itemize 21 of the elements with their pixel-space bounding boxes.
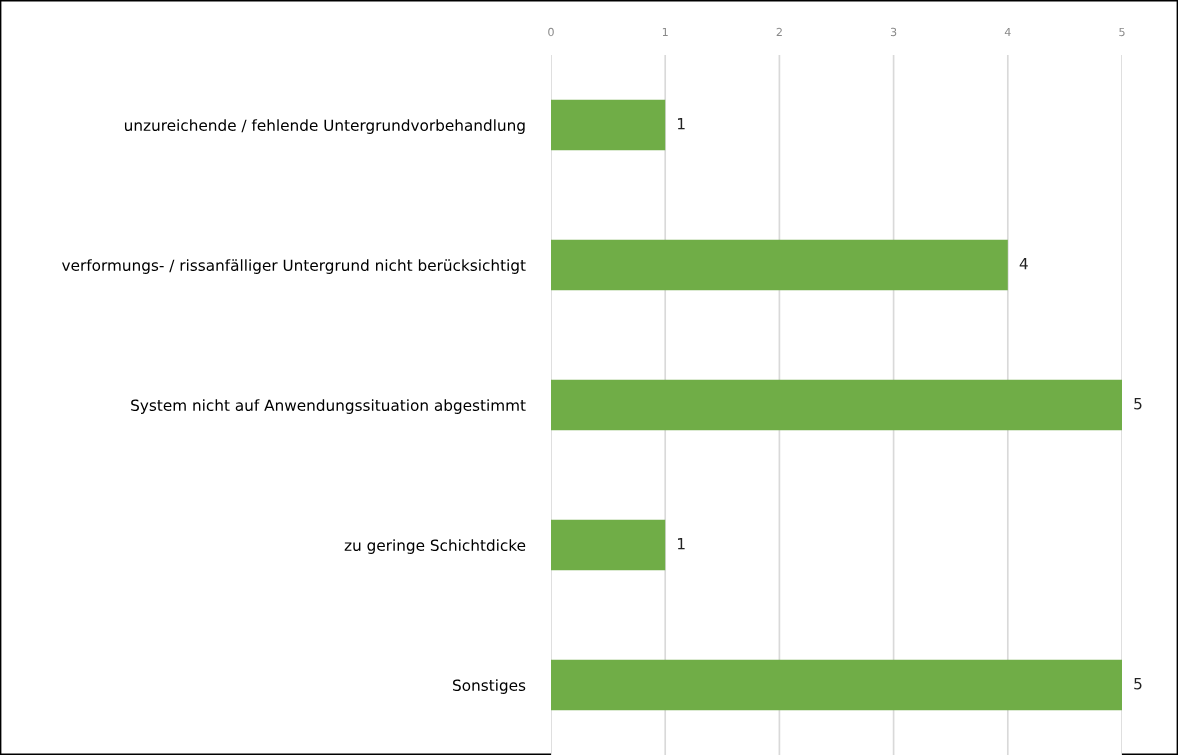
data-label: 1 xyxy=(677,118,685,130)
data-label: 5 xyxy=(1134,398,1142,410)
x-tick-label: 0 xyxy=(548,27,554,37)
bar xyxy=(551,239,1008,291)
bar xyxy=(551,379,1122,431)
bar xyxy=(551,519,666,571)
bar xyxy=(551,99,666,151)
data-label: 4 xyxy=(1019,258,1028,270)
data-label: 5 xyxy=(1134,678,1142,690)
x-tick-label: 3 xyxy=(890,27,897,37)
y-tick-label: System nicht auf Anwendungssituation abgestimmt xyxy=(131,399,526,414)
x-tick-label: 4 xyxy=(1004,27,1011,37)
x-tick-label: 5 xyxy=(1119,27,1125,37)
y-tick-label: Sonstiges xyxy=(453,679,526,694)
x-tick-label: 1 xyxy=(662,27,668,37)
y-tick-label: zu geringe Schichtdicke xyxy=(344,539,526,554)
bar xyxy=(551,659,1122,711)
y-tick-label: verformungs- / rissanfälliger Untergrund nicht berücksichtigt xyxy=(61,259,526,274)
x-tick-label: 2 xyxy=(776,27,782,37)
y-tick-label: unzureichende / fehlende Untergrundvorbehandlung xyxy=(124,119,525,134)
data-label: 1 xyxy=(677,538,685,550)
